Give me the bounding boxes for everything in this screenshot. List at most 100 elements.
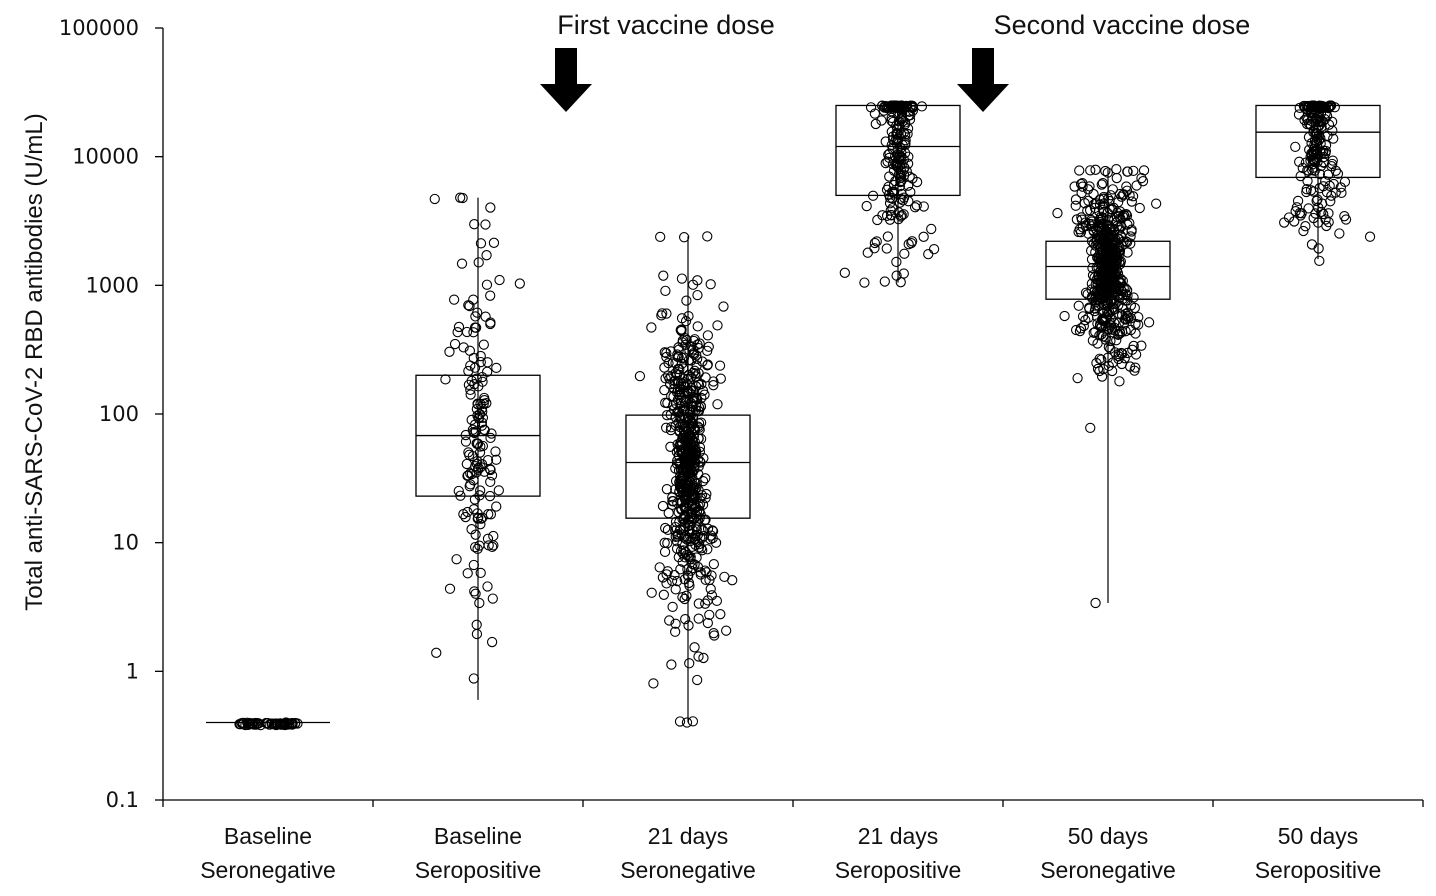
data-point	[1086, 219, 1098, 230]
data-point	[680, 547, 692, 558]
data-point	[884, 148, 895, 159]
data-point	[674, 716, 686, 727]
data-point	[1070, 194, 1082, 205]
data-point	[474, 540, 485, 551]
data-point	[926, 223, 937, 235]
data-point	[697, 356, 708, 367]
data-point	[262, 718, 274, 729]
data-point	[1313, 130, 1325, 141]
data-point	[1088, 327, 1099, 338]
data-point	[1111, 280, 1123, 291]
data-point	[699, 515, 710, 526]
data-point	[676, 313, 688, 324]
data-point	[472, 438, 484, 449]
data-point	[464, 481, 475, 492]
data-point	[1327, 158, 1338, 170]
data-point	[673, 465, 685, 476]
data-point	[662, 397, 673, 409]
data-point	[1107, 184, 1118, 195]
data-point	[474, 409, 485, 420]
data-point	[1328, 133, 1339, 144]
data-point	[681, 717, 693, 728]
data-point	[676, 358, 688, 369]
data-point	[1112, 220, 1123, 232]
data-point	[1301, 100, 1312, 112]
data-point	[666, 575, 678, 586]
data-point	[661, 351, 672, 363]
data-point	[911, 200, 922, 211]
data-point	[448, 294, 460, 305]
data-point	[892, 128, 903, 139]
data-point	[488, 540, 499, 551]
data-point	[899, 248, 910, 259]
data-point	[884, 198, 896, 209]
data-point	[881, 243, 892, 254]
data-point	[678, 380, 690, 391]
category-label-line2: Seropositive	[415, 857, 542, 883]
data-point	[901, 166, 912, 177]
data-point	[680, 614, 691, 625]
data-point	[690, 539, 701, 550]
data-point	[490, 446, 501, 457]
data-point	[691, 521, 702, 533]
data-point	[470, 529, 481, 540]
data-point	[1076, 214, 1088, 225]
data-point	[1115, 220, 1126, 232]
data-point	[1122, 295, 1133, 306]
data-point	[646, 587, 657, 598]
data-point	[1302, 175, 1313, 187]
data-point	[1102, 254, 1114, 266]
data-point	[682, 436, 693, 447]
data-point	[242, 717, 253, 728]
data-point	[1093, 262, 1104, 273]
data-point	[1305, 185, 1317, 196]
data-point	[688, 480, 699, 491]
data-point	[882, 156, 893, 167]
data-point	[702, 330, 714, 341]
data-point	[715, 609, 726, 620]
data-point	[469, 362, 481, 373]
data-point	[1105, 335, 1116, 347]
data-point	[1104, 322, 1115, 333]
data-point	[1092, 252, 1103, 263]
data-point	[271, 719, 282, 731]
data-point	[704, 609, 715, 620]
y-tick-label: 10000	[72, 145, 139, 169]
data-point	[706, 570, 717, 581]
data-point	[1311, 195, 1322, 207]
data-point	[1325, 196, 1336, 207]
data-point	[1103, 360, 1114, 372]
data-point	[1084, 181, 1095, 192]
data-point	[669, 626, 681, 637]
data-point	[1091, 311, 1103, 322]
category-label-line1: 21 days	[648, 823, 729, 849]
data-point	[655, 231, 666, 243]
data-point	[1339, 176, 1351, 187]
data-point	[1104, 195, 1115, 207]
data-point	[906, 238, 917, 249]
data-point	[702, 617, 714, 629]
data-point	[660, 522, 671, 534]
data-point	[886, 126, 897, 137]
data-point	[1111, 163, 1122, 175]
data-point	[711, 595, 723, 607]
data-point	[1305, 155, 1316, 166]
data-point	[884, 171, 895, 182]
data-point	[657, 500, 669, 512]
data-point	[1118, 236, 1129, 247]
data-point	[916, 101, 928, 112]
data-point	[1072, 372, 1083, 384]
data-point	[474, 597, 485, 609]
data-point	[894, 150, 906, 161]
data-point	[898, 192, 910, 203]
data-point	[1313, 243, 1324, 254]
data-point	[677, 592, 688, 603]
data-point	[1100, 261, 1111, 273]
data-point	[896, 210, 907, 221]
data-point	[700, 473, 711, 484]
data-point	[1324, 101, 1336, 112]
data-point	[682, 570, 693, 581]
data-point	[1295, 170, 1306, 182]
data-point	[472, 464, 484, 476]
data-point	[660, 373, 671, 384]
